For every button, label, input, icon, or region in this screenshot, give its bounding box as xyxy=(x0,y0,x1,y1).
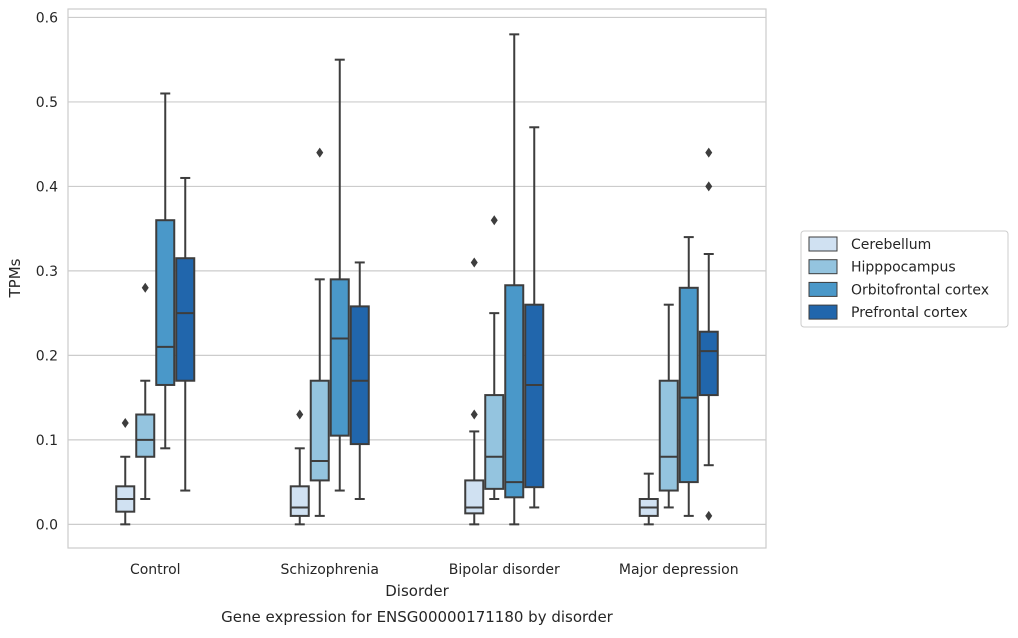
outlier-point xyxy=(470,409,478,420)
figure-caption: Gene expression for ENSG00000171180 by d… xyxy=(221,608,614,626)
box-iqr xyxy=(175,257,196,382)
box-group xyxy=(155,92,176,450)
box-iqr xyxy=(155,219,176,386)
box-iqr xyxy=(329,278,350,437)
box-group xyxy=(309,147,330,517)
y-axis-label: TPMs xyxy=(6,258,24,298)
legend-label: Orbitofrontal cortex xyxy=(851,282,989,298)
y-tick-label: 0.0 xyxy=(36,517,58,533)
x-tick-label: Bipolar disorder xyxy=(449,562,560,578)
outlier-point xyxy=(141,282,149,293)
box-group xyxy=(175,176,196,492)
outlier-point xyxy=(705,181,713,192)
box-iqr xyxy=(484,394,505,490)
y-tick-label: 0.4 xyxy=(36,179,58,195)
box-group xyxy=(658,303,679,509)
legend: Cerebellum Hipppocampus Orbitofrontal cort… xyxy=(800,230,1009,328)
box-group xyxy=(678,236,699,517)
y-tick-label: 0.6 xyxy=(36,10,58,26)
outlier-point xyxy=(470,257,478,268)
box-group xyxy=(698,147,719,521)
box-iqr xyxy=(464,479,485,515)
x-tick-label: Major depression xyxy=(619,562,739,578)
box-iqr xyxy=(698,330,719,397)
boxes-layer xyxy=(115,33,719,526)
outlier-point xyxy=(705,147,713,158)
y-tick-labels: 0.0 0.1 0.2 0.3 0.4 0.5 0.6 xyxy=(36,10,58,533)
x-tick-labels: Control Schizophrenia Bipolar disorder Majo… xyxy=(130,562,739,578)
box-iqr xyxy=(524,303,545,489)
box-group xyxy=(524,126,545,509)
box-iqr xyxy=(309,379,330,482)
legend-frame xyxy=(800,230,1009,328)
outlier-point xyxy=(121,417,129,428)
legend-swatch xyxy=(808,304,838,320)
y-tick-label: 0.5 xyxy=(36,95,58,111)
outlier-point xyxy=(705,510,713,521)
legend-swatch xyxy=(808,259,838,275)
legend-items: Cerebellum Hipppocampus Orbitofrontal cort… xyxy=(808,236,989,321)
outlier-point xyxy=(296,409,304,420)
box-group xyxy=(115,417,136,526)
box-group xyxy=(504,33,525,526)
outlier-point xyxy=(490,215,498,226)
box-group xyxy=(638,472,659,526)
plot-frame xyxy=(67,8,767,549)
outlier-point xyxy=(316,147,324,158)
legend-swatch xyxy=(808,281,838,297)
box-iqr xyxy=(678,286,699,484)
x-tick-label: Schizophrenia xyxy=(281,562,379,578)
y-tick-label: 0.2 xyxy=(36,348,58,364)
box-group xyxy=(349,261,370,500)
box-iqr xyxy=(289,485,310,517)
box-iqr xyxy=(135,413,156,458)
x-tick-label: Control xyxy=(130,562,181,578)
legend-swatch xyxy=(808,236,838,252)
y-tick-label: 0.1 xyxy=(36,433,58,449)
box-group xyxy=(135,282,156,500)
legend-label: Cerebellum xyxy=(851,237,931,253)
x-axis-label: Disorder xyxy=(385,582,449,600)
box-iqr xyxy=(658,379,679,492)
legend-label: Hipppocampus xyxy=(851,260,956,276)
legend-label: Prefrontal cortex xyxy=(851,305,968,321)
box-group xyxy=(289,409,310,526)
box-iqr xyxy=(349,305,370,446)
box-iqr xyxy=(504,284,525,499)
box-group xyxy=(484,215,505,500)
y-tick-label: 0.3 xyxy=(36,264,58,280)
box-group xyxy=(329,58,350,492)
box-group xyxy=(464,257,485,526)
